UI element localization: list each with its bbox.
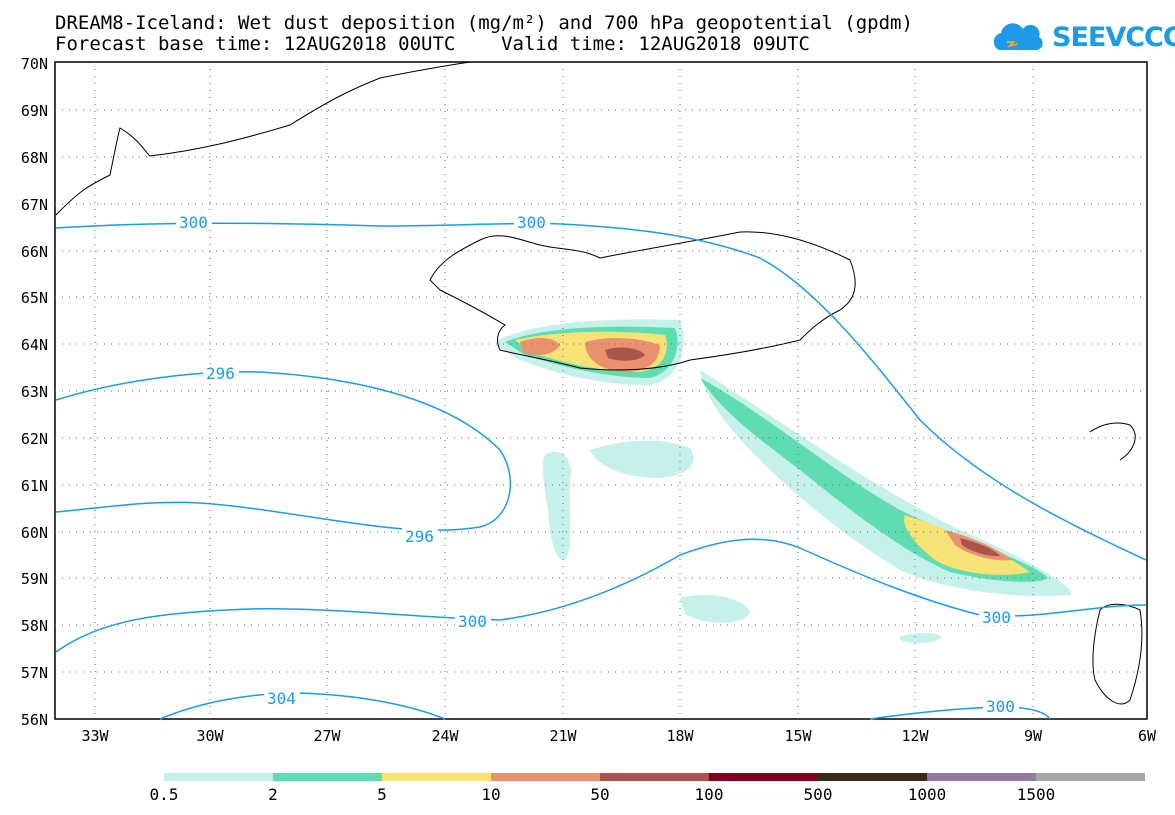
lat-label: 67N (20, 196, 48, 214)
lon-label: 15W (784, 727, 812, 745)
dust-deposition-field (497, 319, 1072, 644)
map-subtitle: Forecast base time: 12AUG2018 00UTC Vali… (55, 33, 810, 55)
lat-label: 65N (20, 289, 48, 307)
lat-label: 68N (20, 149, 48, 167)
lon-label: 30W (196, 727, 224, 745)
contour-label: 300 (179, 213, 208, 232)
colorbar-label: 0.5 (149, 785, 179, 804)
colorbar-label: 5 (377, 785, 387, 804)
contour-label: 300 (458, 612, 487, 631)
lat-label: 64N (20, 336, 48, 354)
colorbar-label: 2 (268, 785, 278, 804)
map-title: DREAM8-Iceland: Wet dust deposition (mg/… (55, 12, 913, 34)
lon-label: 33W (81, 727, 109, 745)
colorbar-swatch (491, 773, 600, 781)
colorbar-swatch (818, 773, 927, 781)
colorbar-label: 100 (694, 785, 724, 804)
lat-label: 62N (20, 430, 48, 448)
lat-label: 57N (20, 664, 48, 682)
colorbar-swatch (164, 773, 273, 781)
colorbar-swatch (927, 773, 1036, 781)
lat-label: 60N (20, 524, 48, 542)
lat-label: 66N (20, 243, 48, 261)
colorbar-label: 10 (481, 785, 501, 804)
lat-label: 63N (20, 383, 48, 401)
contour-label: 296 (405, 527, 434, 546)
lon-label: 9W (1023, 727, 1043, 745)
contour-label: 300 (982, 608, 1011, 627)
cloud-logo-icon (993, 23, 1043, 50)
contour-label: 304 (267, 689, 296, 708)
colorbar-label: 500 (803, 785, 833, 804)
lon-label: 21W (549, 727, 577, 745)
lon-label: 12W (901, 727, 929, 745)
lat-label: 70N (20, 55, 48, 73)
contour-label: 300 (986, 697, 1015, 716)
lat-label: 56N (20, 711, 48, 729)
contour-labels: 300 300 296 296 300 304 300 300 (176, 213, 1019, 716)
lat-label: 58N (20, 617, 48, 635)
lon-label: 18W (666, 727, 694, 745)
lat-label: 69N (20, 102, 48, 120)
coastlines (55, 61, 1143, 705)
lat-label: 59N (20, 570, 48, 588)
colorbar-label: 1000 (907, 785, 947, 804)
colorbar-swatch (1036, 773, 1145, 781)
contour-label: 296 (206, 364, 235, 383)
graticule (55, 62, 1147, 719)
lat-label: 61N (20, 477, 48, 495)
colorbar-label: 1500 (1016, 785, 1056, 804)
lon-label: 27W (313, 727, 341, 745)
logo-text: SEEVCCC (1052, 22, 1175, 53)
colorbar-swatch (273, 773, 382, 781)
colorbar-swatch (709, 773, 818, 781)
colorbar-swatch (382, 773, 491, 781)
colorbar-swatch (600, 773, 709, 781)
lon-label: 24W (431, 727, 459, 745)
lon-label: 6W (1137, 727, 1157, 745)
colorbar-label: 50 (590, 785, 610, 804)
contour-label: 300 (517, 213, 546, 232)
